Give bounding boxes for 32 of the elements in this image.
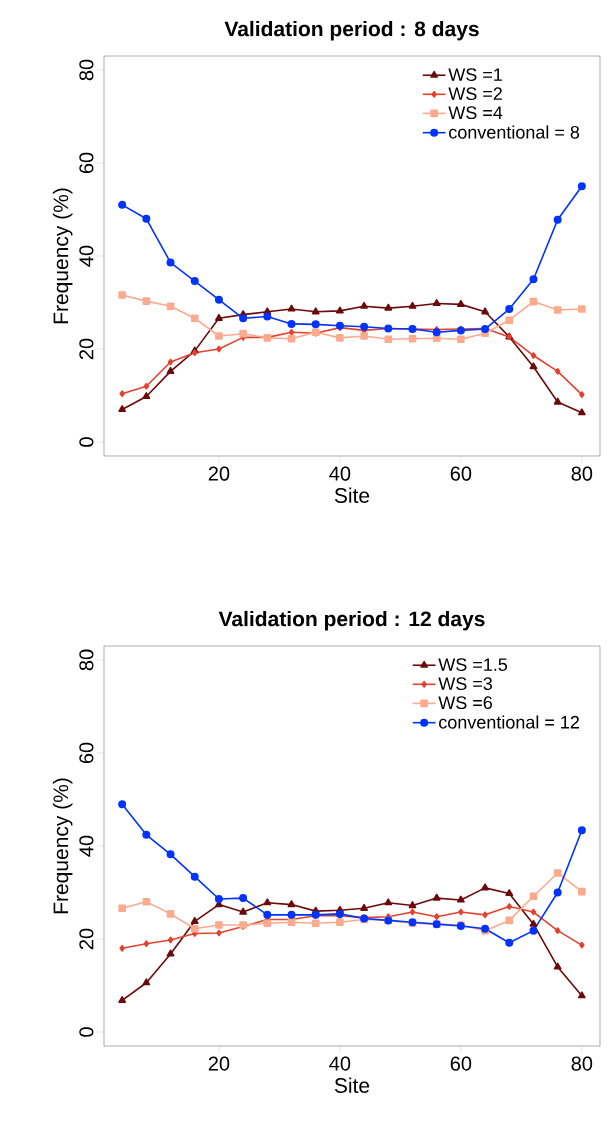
- y-tick-label: 80: [79, 59, 94, 81]
- y-tick-label: 20: [79, 338, 94, 360]
- y-axis-title: Frequency (%): [52, 778, 73, 914]
- y-tick-label: 20: [79, 928, 94, 950]
- x-tick-label: 80: [571, 466, 593, 481]
- y-tick-label: 60: [79, 742, 94, 764]
- y-tick-label: 40: [79, 245, 94, 267]
- chart-title: Validation period : 8 days: [224, 20, 479, 41]
- x-tick-label: 60: [450, 1056, 472, 1071]
- y-tick-label: 0: [79, 1027, 94, 1037]
- legend-label: WS =3: [438, 677, 493, 691]
- x-tick-label: 20: [208, 1056, 230, 1071]
- y-tick-label: 0: [79, 437, 94, 447]
- x-tick-label: 40: [329, 466, 351, 481]
- x-axis-title: Site: [334, 1077, 370, 1093]
- legend-label: WS =6: [438, 696, 493, 710]
- y-axis-title: Frequency (%): [52, 188, 73, 324]
- chart-title: Validation period : 12 days: [218, 610, 485, 631]
- y-tick-label: 60: [79, 152, 94, 174]
- legend-label: conventional = 12: [439, 715, 579, 729]
- y-tick-label: 80: [79, 649, 94, 671]
- x-tick-label: 20: [208, 466, 230, 481]
- x-tick-label: 80: [571, 1056, 593, 1071]
- legend-label: WS =4: [448, 106, 503, 120]
- legend-label: conventional = 8: [449, 125, 580, 139]
- legend-label: WS =1.5: [438, 658, 508, 671]
- y-tick-label: 40: [79, 835, 94, 857]
- legend-label: WS =2: [448, 87, 502, 101]
- x-axis-title: Site: [334, 487, 370, 503]
- legend-label: WS =1: [448, 68, 502, 81]
- x-tick-label: 60: [450, 466, 472, 481]
- x-tick-label: 40: [329, 1056, 351, 1071]
